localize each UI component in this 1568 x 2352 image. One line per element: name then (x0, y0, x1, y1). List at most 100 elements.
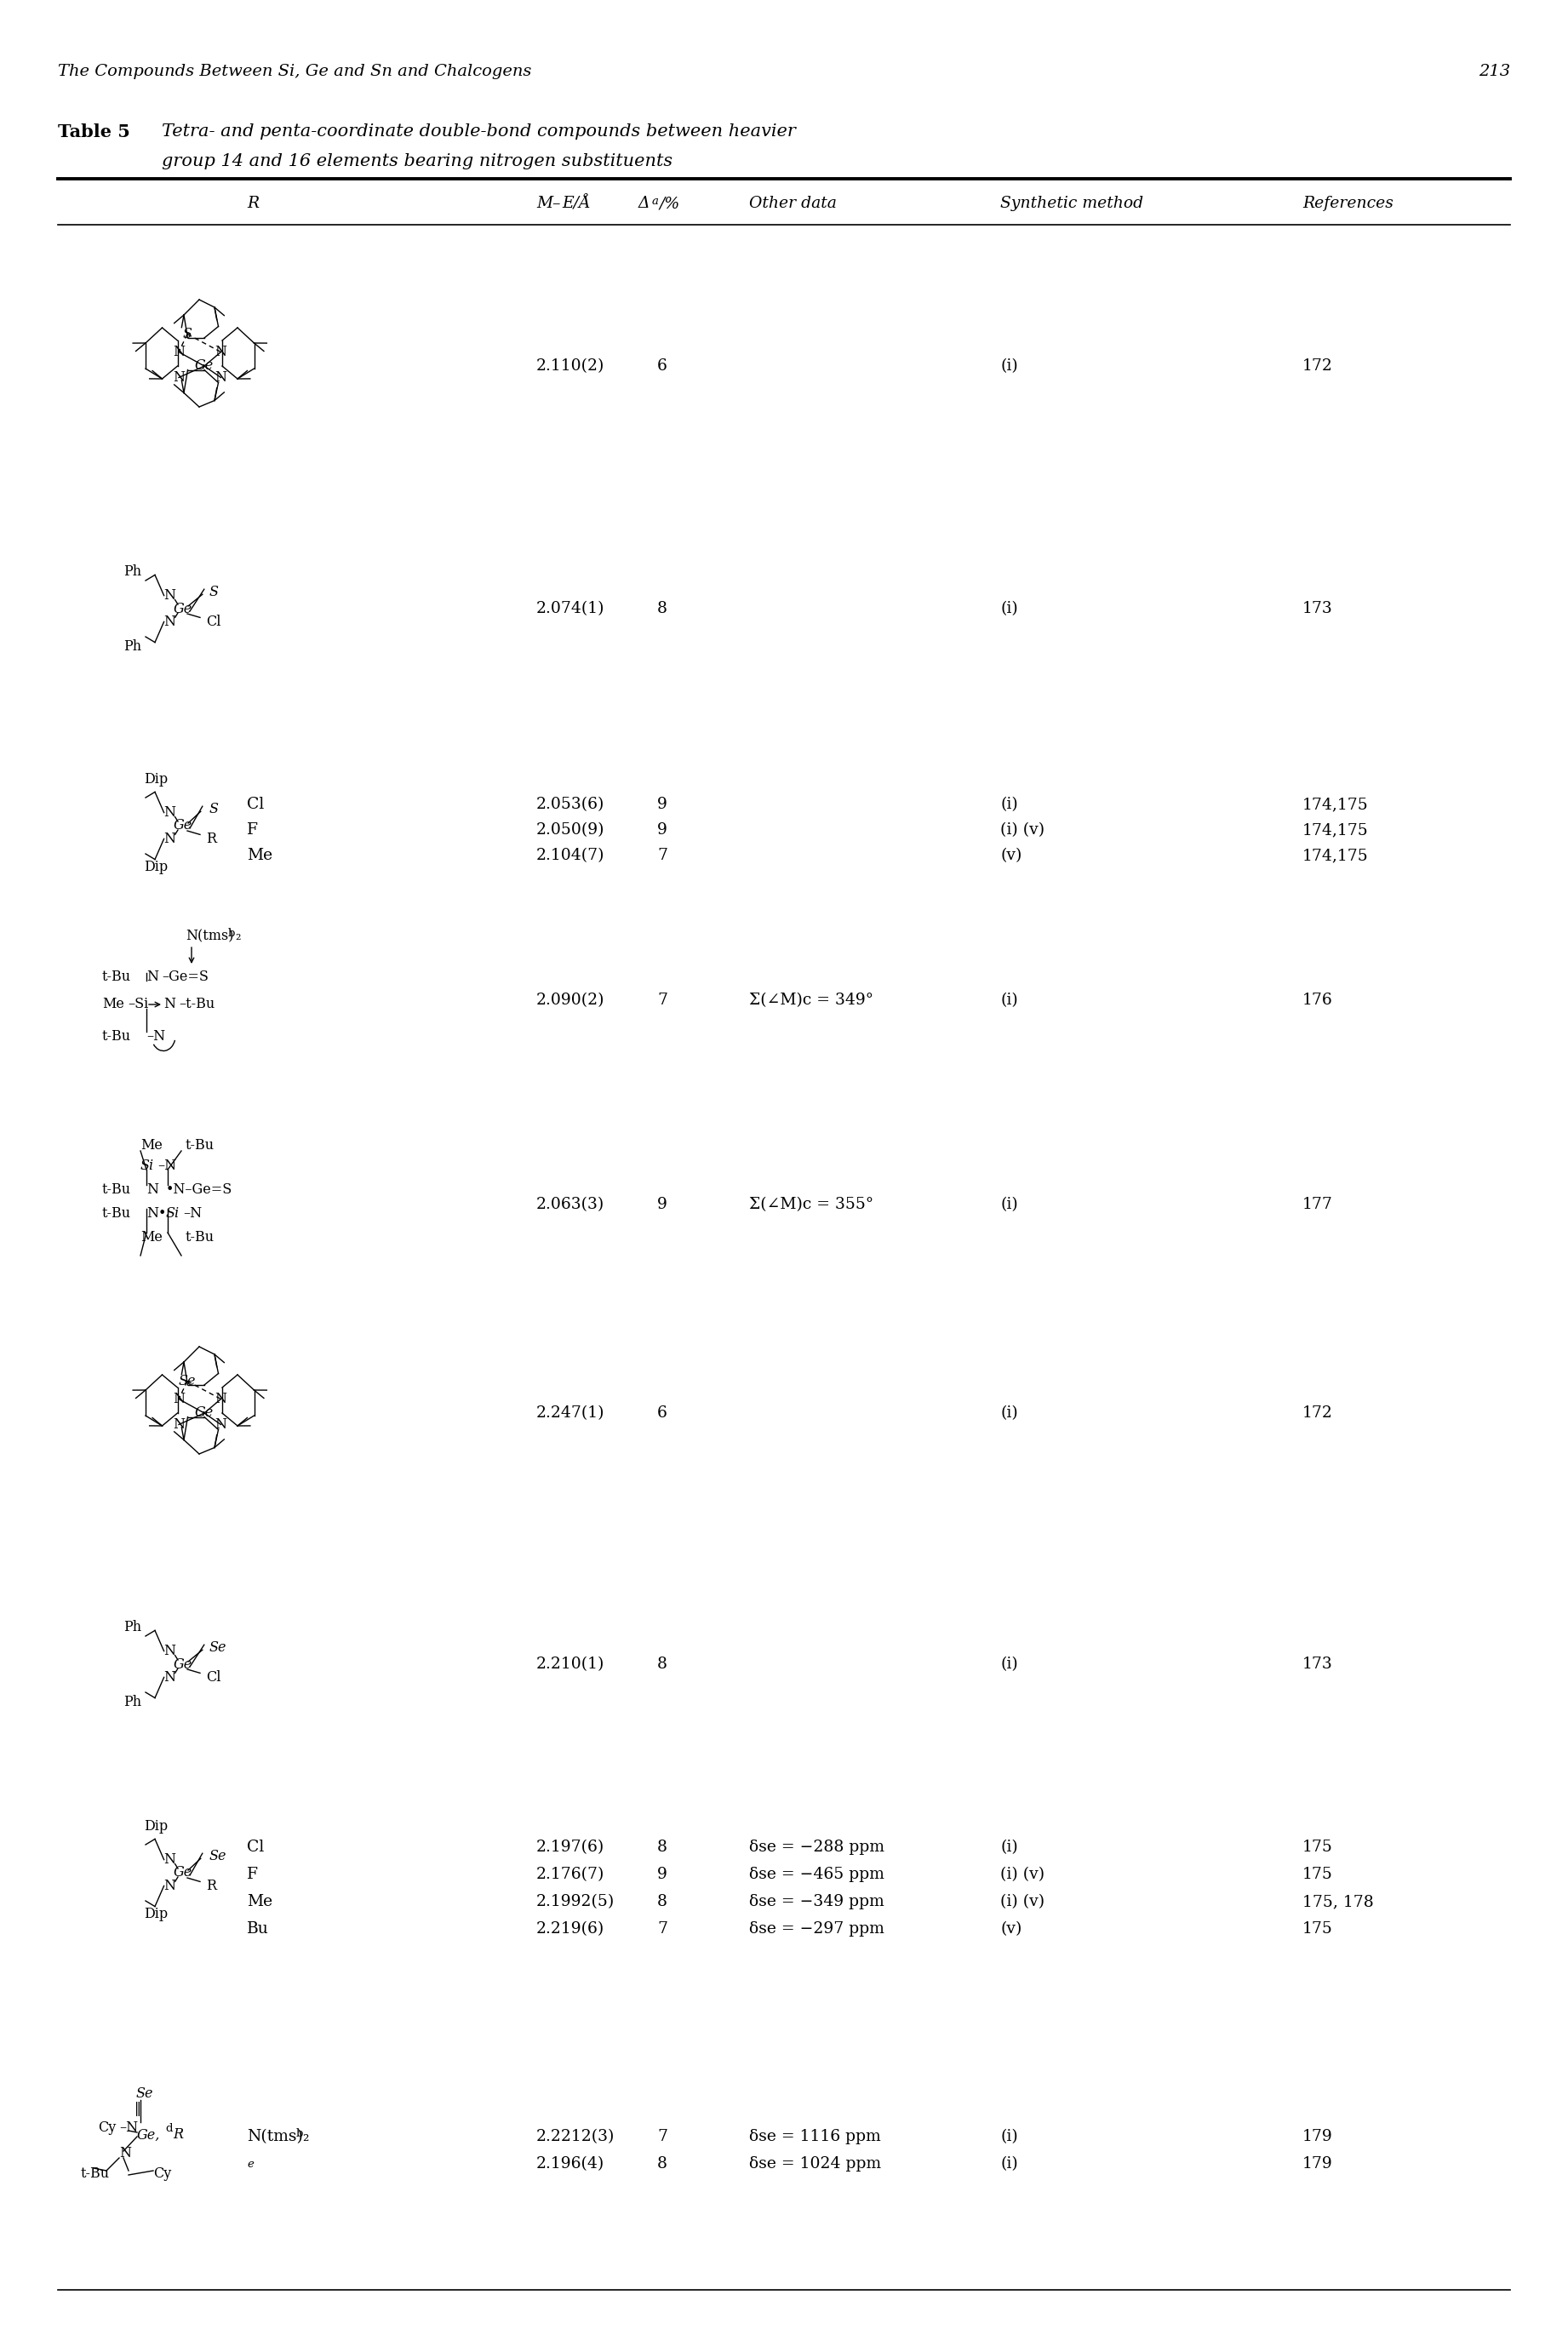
Text: 175: 175 (1303, 1839, 1333, 1856)
Text: Dip: Dip (144, 861, 168, 875)
Text: Si: Si (141, 1160, 154, 1174)
Text: t-Bu: t-Bu (102, 1207, 132, 1221)
Text: R: R (205, 1879, 216, 1893)
Text: Other data: Other data (750, 195, 837, 212)
Text: (v): (v) (1000, 847, 1022, 863)
Text: R: R (172, 2129, 183, 2143)
Text: t-Bu: t-Bu (185, 1230, 215, 1244)
Text: N: N (172, 346, 185, 360)
Text: t-Bu: t-Bu (82, 2166, 110, 2180)
Text: 2.090(2): 2.090(2) (536, 993, 605, 1009)
Text: N: N (119, 2147, 132, 2161)
Text: 213: 213 (1479, 64, 1510, 80)
Text: 174,175: 174,175 (1303, 797, 1369, 811)
Text: Ge: Ge (174, 602, 193, 616)
Text: 7: 7 (657, 993, 668, 1009)
Text: N: N (165, 1879, 176, 1893)
Text: Ph: Ph (124, 564, 141, 579)
Text: Dip: Dip (144, 1818, 168, 1832)
Text: N(tms): N(tms) (185, 929, 234, 943)
Text: –t-Bu: –t-Bu (179, 997, 215, 1011)
Text: 6: 6 (657, 1406, 668, 1421)
Text: 9: 9 (657, 1867, 668, 1882)
Text: Ph: Ph (124, 640, 141, 654)
Text: 8: 8 (657, 1839, 668, 1856)
Text: –Si: –Si (127, 997, 149, 1011)
Text: Σ(∠M)c = 355°: Σ(∠M)c = 355° (750, 1197, 873, 1211)
Text: N: N (172, 1392, 185, 1406)
Text: 2.050(9): 2.050(9) (536, 823, 605, 837)
Text: Tetra- and penta-coordinate double-bond compounds between heavier: Tetra- and penta-coordinate double-bond … (162, 122, 797, 139)
Text: 179: 179 (1303, 2129, 1333, 2145)
Text: N: N (172, 1418, 185, 1432)
Text: 2.1992(5): 2.1992(5) (536, 1893, 615, 1910)
Text: –N: –N (146, 1028, 165, 1044)
Text: S: S (209, 586, 218, 600)
Text: The Compounds Between Si, Ge and Sn and Chalcogens: The Compounds Between Si, Ge and Sn and … (58, 64, 532, 80)
Text: Me: Me (141, 1138, 163, 1152)
Text: 2.104(7): 2.104(7) (536, 847, 605, 863)
Text: 9: 9 (657, 797, 668, 811)
Text: Cl: Cl (205, 614, 221, 628)
Text: Se: Se (179, 1374, 196, 1388)
Text: N: N (165, 1670, 176, 1684)
Text: Se: Se (136, 2086, 154, 2100)
Text: •N–Ge=S: •N–Ge=S (166, 1183, 232, 1197)
Text: –Ge=S: –Ge=S (162, 969, 209, 983)
Text: Ge: Ge (194, 1406, 213, 1421)
Text: (i): (i) (1000, 797, 1018, 811)
Text: N(tms): N(tms) (246, 2129, 303, 2145)
Text: Table 5: Table 5 (58, 122, 130, 141)
Text: δse = −288 ppm: δse = −288 ppm (750, 1839, 884, 1856)
Text: 7: 7 (657, 1922, 668, 1936)
Text: –N: –N (183, 1207, 202, 1221)
Text: 2.210(1): 2.210(1) (536, 1656, 605, 1672)
Text: N: N (165, 1644, 176, 1658)
Text: b: b (296, 2129, 303, 2140)
Text: 2.074(1): 2.074(1) (536, 602, 605, 616)
Text: N: N (146, 1183, 158, 1197)
Text: 2.2212(3): 2.2212(3) (536, 2129, 615, 2145)
Text: δse = 1024 ppm: δse = 1024 ppm (750, 2157, 881, 2171)
Text: (i): (i) (1000, 1656, 1018, 1672)
Text: Cl: Cl (246, 1839, 263, 1856)
Text: 6: 6 (657, 358, 668, 374)
Text: 2.053(6): 2.053(6) (536, 797, 605, 811)
Text: 172: 172 (1303, 358, 1333, 374)
Text: Cy: Cy (97, 2122, 116, 2136)
Text: N: N (146, 969, 158, 983)
Text: N: N (165, 804, 176, 821)
Text: Me: Me (246, 847, 273, 863)
Text: Ge: Ge (174, 818, 193, 833)
Text: (i): (i) (1000, 993, 1018, 1009)
Text: Dip: Dip (144, 1907, 168, 1922)
Text: 2.247(1): 2.247(1) (536, 1406, 605, 1421)
Text: 175, 178: 175, 178 (1303, 1893, 1374, 1910)
Text: Ph: Ph (124, 1693, 141, 1710)
Text: δse = −465 ppm: δse = −465 ppm (750, 1867, 884, 1882)
Text: (i) (v): (i) (v) (1000, 1893, 1044, 1910)
Text: N: N (165, 833, 176, 847)
Text: (i) (v): (i) (v) (1000, 823, 1044, 837)
Text: Me: Me (141, 1230, 163, 1244)
Text: 8: 8 (657, 602, 668, 616)
Text: Ge: Ge (174, 1656, 193, 1672)
Text: F: F (246, 1867, 257, 1882)
Text: a: a (652, 195, 659, 207)
Text: Me: Me (246, 1893, 273, 1910)
Text: 179: 179 (1303, 2157, 1333, 2171)
Text: N•: N• (146, 1207, 166, 1221)
Text: 175: 175 (1303, 1922, 1333, 1936)
Text: S: S (209, 802, 218, 816)
Text: /%: /% (659, 195, 679, 212)
Text: N: N (215, 346, 227, 360)
Text: 173: 173 (1303, 1656, 1333, 1672)
Text: Me: Me (102, 997, 124, 1011)
Text: R: R (205, 833, 216, 847)
Text: 176: 176 (1303, 993, 1333, 1009)
Text: ₂: ₂ (235, 929, 240, 943)
Text: d: d (165, 2122, 172, 2133)
Text: 2.196(4): 2.196(4) (536, 2157, 605, 2171)
Text: δse = −349 ppm: δse = −349 ppm (750, 1893, 884, 1910)
Text: (i): (i) (1000, 358, 1018, 374)
